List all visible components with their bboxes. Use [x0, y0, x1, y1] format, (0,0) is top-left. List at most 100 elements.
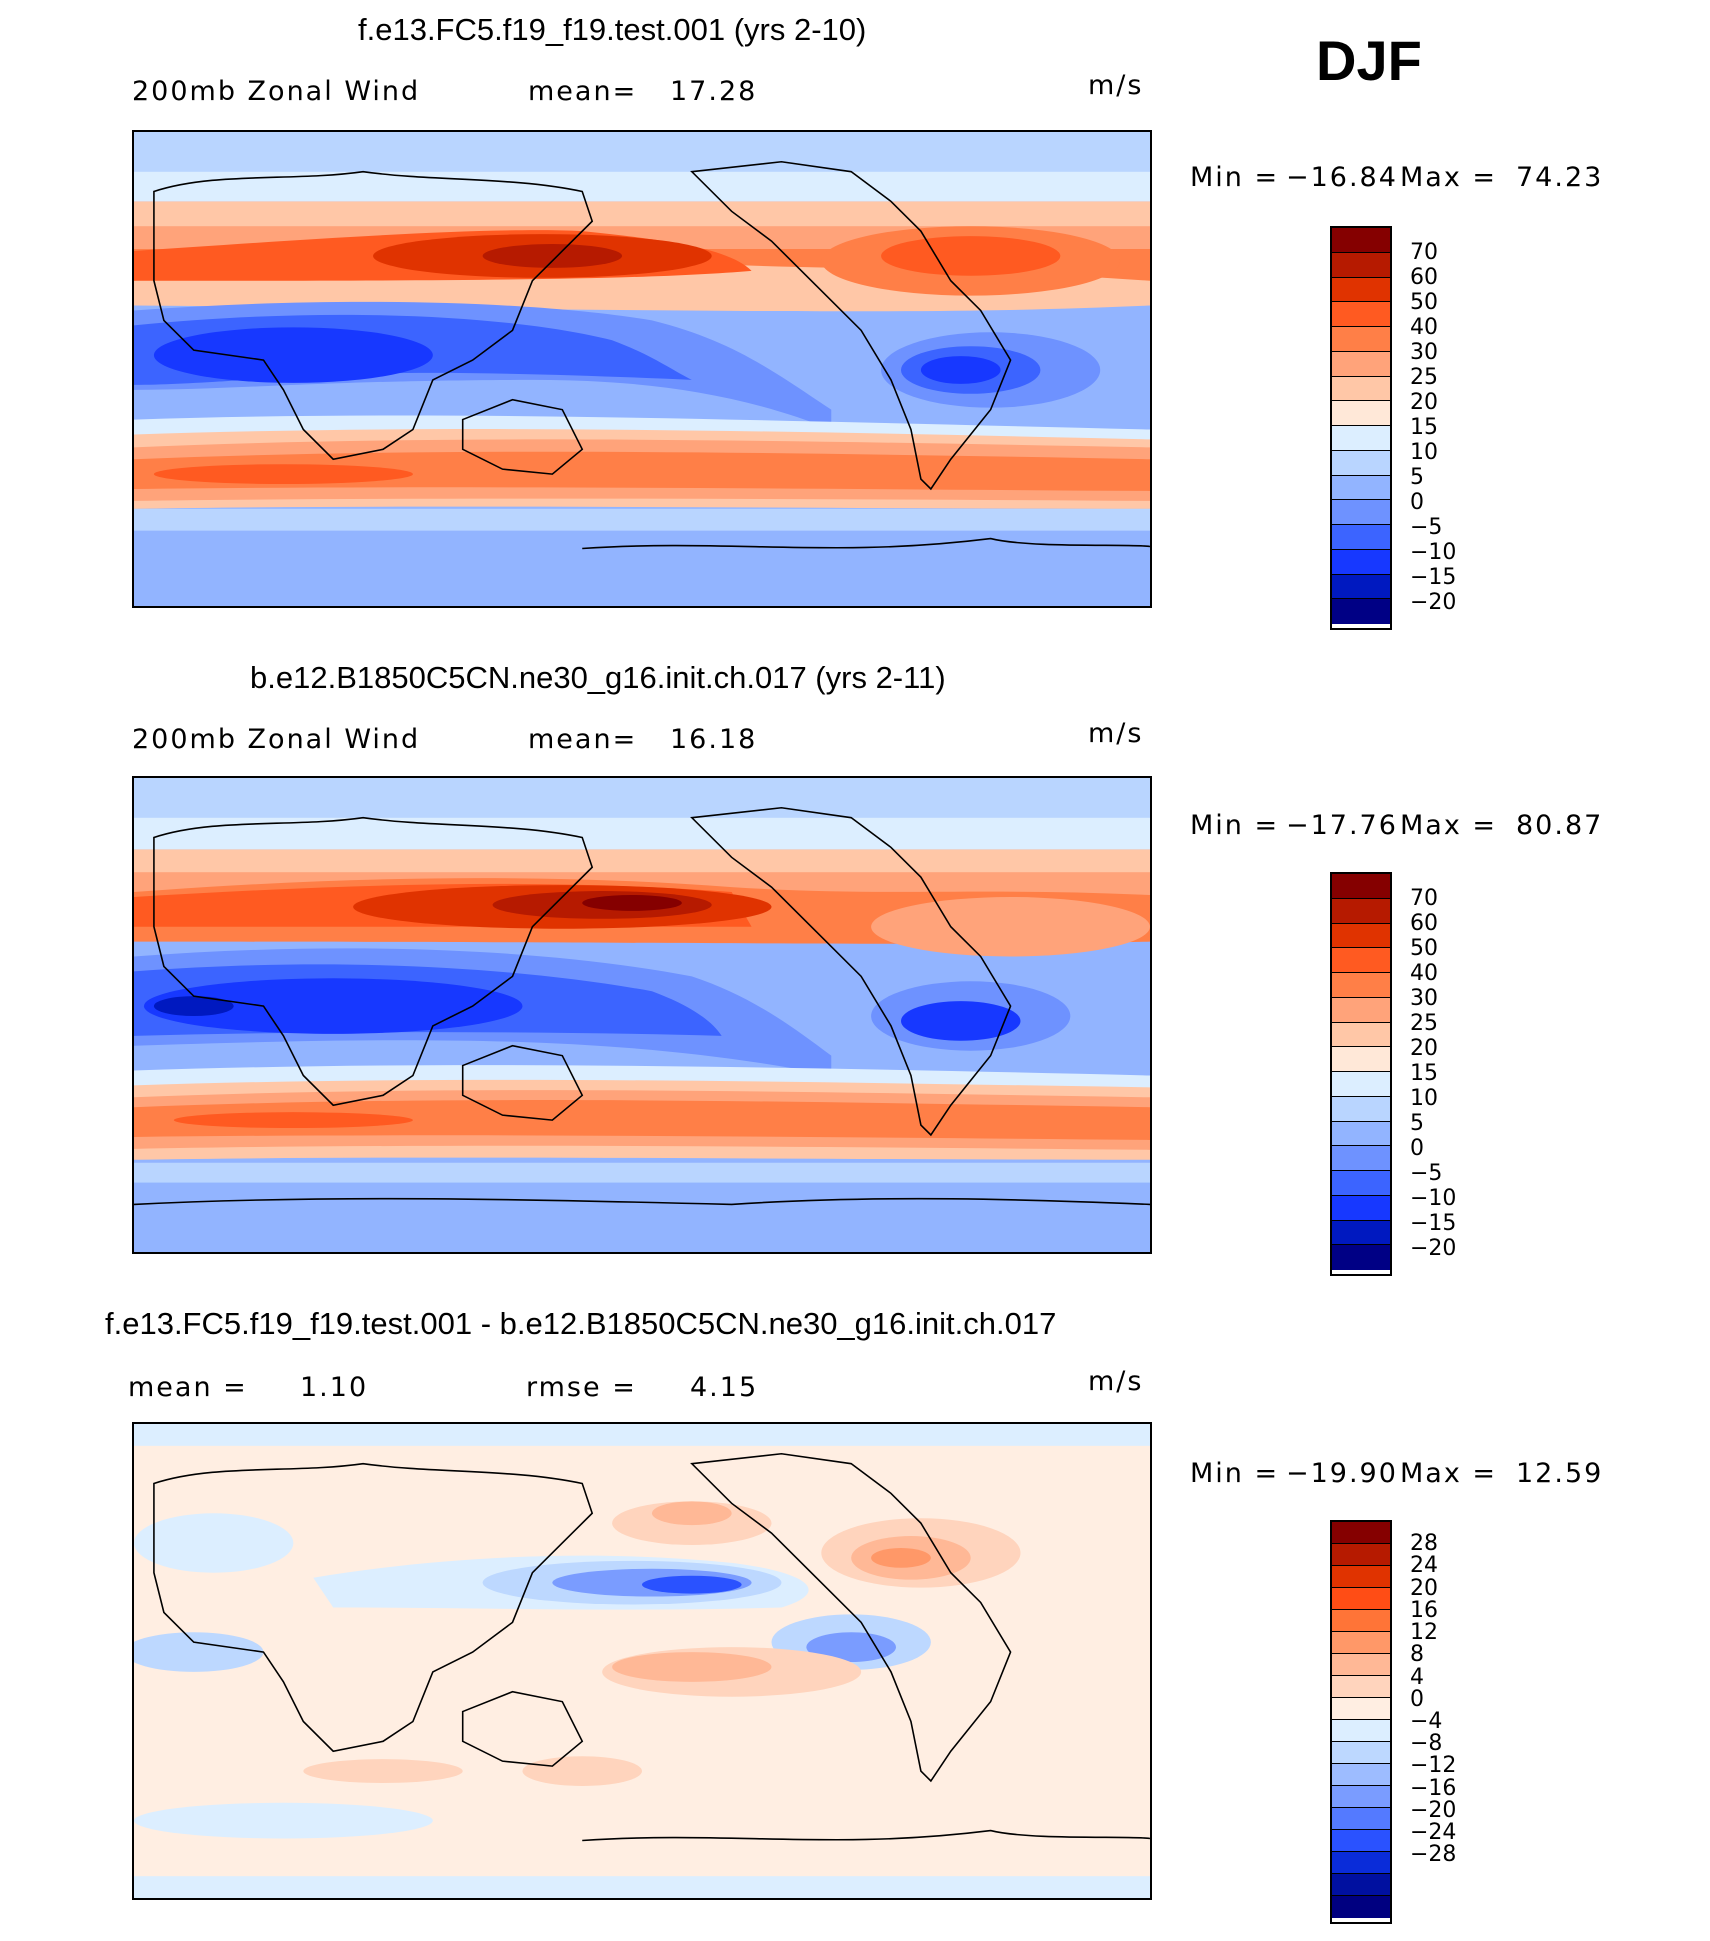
panel1-contour-field [134, 132, 1150, 606]
colorbar-tick-label: −20 [1410, 1797, 1457, 1823]
colorbar-swatch [1332, 1830, 1390, 1852]
panel3-rmse-label: rmse = [526, 1372, 637, 1403]
colorbar-tick-label: 5 [1410, 1111, 1424, 1136]
colorbar-tick-label: −20 [1410, 1236, 1457, 1261]
colorbar-swatch [1332, 1544, 1390, 1566]
colorbar-tick-label: −12 [1410, 1753, 1457, 1779]
panel2-min-label: Min = [1190, 810, 1280, 841]
panel1-title: f.e13.FC5.f19_f19.test.001 (yrs 2-10) [358, 12, 867, 47]
panel2-map [132, 776, 1152, 1254]
colorbar-tick-label: −10 [1410, 1186, 1457, 1211]
panel3-units: m/s [1088, 1366, 1144, 1397]
colorbar-tick-label: 30 [1410, 340, 1438, 365]
colorbar-tick-label: −15 [1410, 565, 1457, 590]
colorbar-swatch [1332, 1096, 1390, 1122]
colorbar-tick-label: 30 [1410, 986, 1438, 1011]
panel3-contour-field [134, 1424, 1150, 1898]
colorbar-tick-label: 5 [1410, 465, 1424, 490]
colorbar-swatch [1332, 1588, 1390, 1610]
panel1-map [132, 130, 1152, 608]
panel3-max-value: 12.59 [1516, 1458, 1604, 1489]
colorbar-swatch [1332, 1852, 1390, 1874]
panel3-mean-value: 1.10 [300, 1372, 369, 1403]
panel2-mean-value: 16.18 [670, 724, 758, 755]
colorbar-swatch [1332, 1522, 1390, 1544]
colorbar-swatch [1332, 327, 1390, 352]
colorbar-tick-label: 20 [1410, 390, 1438, 415]
colorbar-swatch [1332, 574, 1390, 600]
colorbar-tick-label: −28 [1410, 1842, 1457, 1868]
colorbar-swatch [1332, 1676, 1390, 1698]
colorbar-swatch [1332, 1195, 1390, 1221]
colorbar-tick-label: 0 [1410, 1686, 1424, 1712]
colorbar-swatch [1332, 302, 1390, 327]
colorbar-swatch [1332, 1786, 1390, 1808]
colorbar-tick-label: 40 [1410, 961, 1438, 986]
colorbar-swatch [1332, 1874, 1390, 1896]
panel3-title: f.e13.FC5.f19_f19.test.001 - b.e12.B1850… [105, 1306, 1057, 1341]
colorbar-swatch [1332, 426, 1390, 451]
panel3-max-label: Max = [1400, 1458, 1498, 1489]
panel2-units: m/s [1088, 718, 1144, 749]
colorbar-tick-label: 20 [1410, 1575, 1438, 1601]
colorbar-swatch [1332, 1610, 1390, 1632]
panel3-mean-label: mean = [128, 1372, 248, 1403]
colorbar-swatch [1332, 1764, 1390, 1786]
colorbar-tick-label: −8 [1410, 1731, 1443, 1757]
colorbar-tick-label: 50 [1410, 936, 1438, 961]
colorbar-swatch [1332, 1146, 1390, 1171]
colorbar-tick-label: 0 [1410, 1136, 1424, 1161]
colorbar-swatch [1332, 1566, 1390, 1588]
colorbar-tick-label: −5 [1410, 515, 1443, 540]
colorbar-swatch [1332, 1072, 1390, 1097]
panel2-variable-label: 200mb Zonal Wind [132, 724, 421, 755]
colorbar-tick-label: 8 [1410, 1642, 1424, 1668]
colorbar-tick-label: 10 [1410, 440, 1438, 465]
panel3-min-label: Min = [1190, 1458, 1280, 1489]
panel3-rmse-value: 4.15 [690, 1372, 759, 1403]
panel1-min-value: −16.84 [1286, 162, 1398, 193]
colorbar-tick-label: 60 [1410, 911, 1438, 936]
colorbar-tick-label: 40 [1410, 315, 1438, 340]
colorbar-tick-label: 4 [1410, 1664, 1424, 1690]
colorbar-tick-label: 16 [1410, 1597, 1438, 1623]
panel2-max-label: Max = [1400, 810, 1498, 841]
colorbar-tick-label: −15 [1410, 1211, 1457, 1236]
colorbar-tick-label: 10 [1410, 1086, 1438, 1111]
colorbar-tick-label: −16 [1410, 1775, 1457, 1801]
colorbar-tick-label: −20 [1410, 590, 1457, 615]
panel1-max-label: Max = [1400, 162, 1498, 193]
colorbar-swatch [1332, 1654, 1390, 1676]
colorbar-swatch [1332, 401, 1390, 426]
colorbar-swatch [1332, 1808, 1390, 1830]
colorbar-tick-label: −4 [1410, 1709, 1443, 1734]
colorbar-swatch [1332, 228, 1390, 253]
colorbar-swatch [1332, 549, 1390, 575]
panel1-max-value: 74.23 [1516, 162, 1604, 193]
colorbar-tick-label: 60 [1410, 265, 1438, 290]
panel2-mean-label: mean= [528, 724, 638, 755]
season-label: DJF [1316, 29, 1422, 92]
colorbar-tick-label: 25 [1410, 365, 1438, 390]
colorbar-tick-label: 70 [1410, 240, 1438, 265]
colorbar-tick-label: 50 [1410, 290, 1438, 315]
panel1-units: m/s [1088, 70, 1144, 101]
panel3-min-value: −19.90 [1286, 1458, 1398, 1489]
colorbar-swatch [1332, 923, 1390, 949]
panel1-mean-value: 17.28 [670, 76, 758, 107]
colorbar-tick-label: 24 [1410, 1553, 1438, 1579]
colorbar-swatch [1332, 450, 1390, 476]
colorbar-tick-label: 25 [1410, 1011, 1438, 1036]
colorbar-swatch [1332, 1720, 1390, 1742]
colorbar-swatch [1332, 948, 1390, 973]
colorbar-swatch [1332, 351, 1390, 377]
panel1-variable-label: 200mb Zonal Wind [132, 76, 421, 107]
panel3-colorbar [1330, 1520, 1392, 1924]
colorbar-tick-label: 70 [1410, 886, 1438, 911]
colorbar-swatch [1332, 376, 1390, 402]
colorbar-tick-label: 15 [1410, 415, 1438, 440]
panel1-mean-label: mean= [528, 76, 638, 107]
colorbar-tick-label: 0 [1410, 490, 1424, 515]
colorbar-swatch [1332, 277, 1390, 303]
panel1-min-label: Min = [1190, 162, 1280, 193]
